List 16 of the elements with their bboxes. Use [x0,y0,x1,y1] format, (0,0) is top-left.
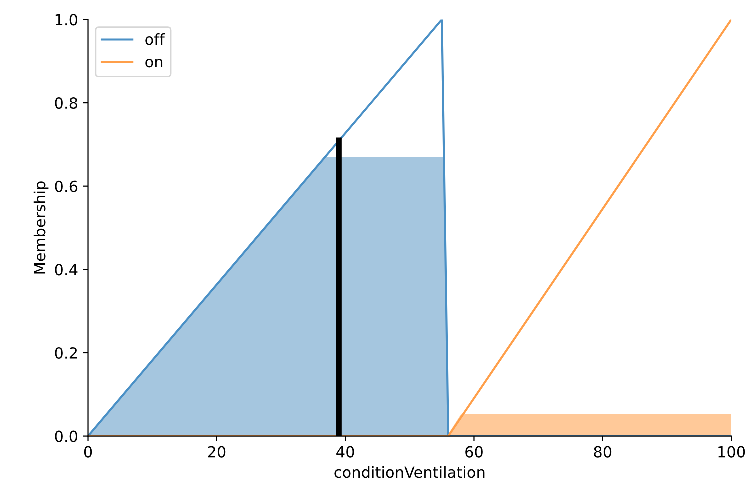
legend-label: off [146,33,166,46]
y-axis-title: Membership [34,182,49,274]
legend-label: on [146,58,163,68]
y-tick-label: 0.6 [55,180,78,192]
y-tick-label: 0.0 [55,430,78,442]
x-tick-label: 0 [84,446,92,458]
y-tick-label: 0.2 [55,347,78,360]
y-tick-label: 0.4 [55,264,78,276]
x-tick-label: 40 [336,446,354,458]
x-tick-label: 80 [594,446,612,458]
x-tick-label: 20 [208,446,226,458]
x-tick-label: 60 [466,446,483,458]
x-tick-label: 100 [718,446,746,458]
y-tick-label: 0.8 [55,98,78,110]
x-axis-title: conditionVentilation [334,466,485,478]
y-tick-label: 1.0 [56,14,78,26]
